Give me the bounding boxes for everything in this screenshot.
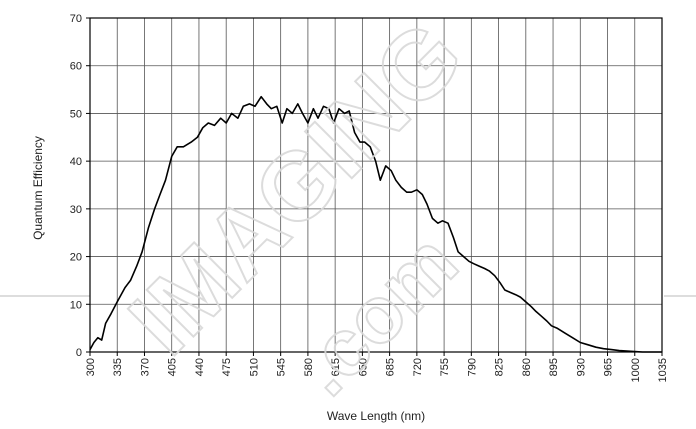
- x-axis-title: Wave Length (nm): [327, 409, 425, 423]
- x-tick-label: 1035: [657, 358, 669, 382]
- y-tick-label: 70: [70, 13, 82, 25]
- x-tick-label: 475: [221, 358, 233, 376]
- y-tick-label: 30: [70, 204, 82, 216]
- x-tick-label: 860: [521, 358, 533, 376]
- y-tick-label: 60: [70, 61, 82, 73]
- x-tick-label: 720: [412, 358, 424, 376]
- x-tick-label: 300: [85, 358, 97, 376]
- x-tick-label: 335: [112, 358, 124, 376]
- x-tick-label: 685: [385, 358, 397, 376]
- y-tick-label: 10: [70, 299, 82, 311]
- y-tick-label: 20: [70, 252, 82, 264]
- x-tick-label: 790: [466, 358, 478, 376]
- y-tick-label: 50: [70, 108, 82, 120]
- x-tick-label: 615: [330, 358, 342, 376]
- plot-area-border: [89, 17, 663, 353]
- y-tick-label: 40: [70, 156, 82, 168]
- x-tick-label: 825: [494, 358, 506, 376]
- x-tick-label: 370: [139, 358, 151, 376]
- x-tick-label: 440: [194, 358, 206, 376]
- x-tick-label: 545: [276, 358, 288, 376]
- x-tick-label: 405: [167, 358, 179, 376]
- x-tick-label: 1000: [630, 358, 642, 382]
- x-tick-label: 965: [603, 358, 615, 376]
- quantum-efficiency-line: [89, 95, 662, 353]
- y-axis-title: Quantum Efficiency: [31, 136, 45, 240]
- x-tick-label: 895: [548, 358, 560, 376]
- y-axis-ticks: 0 10 20 30 40 50 60 70: [70, 13, 90, 359]
- y-tick-label: 0: [76, 347, 82, 359]
- x-tick-label: 580: [303, 358, 315, 376]
- x-tick-label: 650: [357, 358, 369, 376]
- x-tick-label: 930: [575, 358, 587, 376]
- x-tick-label: 755: [439, 358, 451, 376]
- x-axis-ticks: 300 335 370 405 440 475 510 545 580 615 650 685 720 7…: [85, 352, 669, 382]
- x-tick-label: 510: [248, 358, 260, 376]
